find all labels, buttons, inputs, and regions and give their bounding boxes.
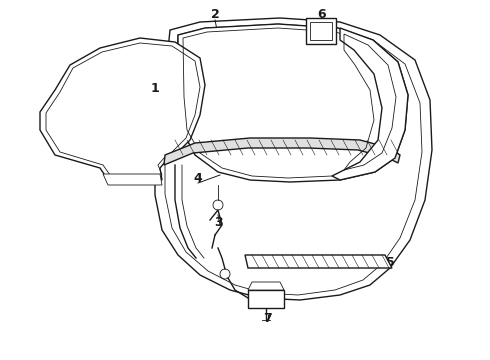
Text: 4: 4 — [194, 171, 202, 185]
Text: 7: 7 — [264, 311, 272, 324]
Polygon shape — [306, 18, 336, 44]
Polygon shape — [248, 290, 284, 308]
Polygon shape — [103, 174, 162, 185]
Polygon shape — [164, 138, 400, 165]
Polygon shape — [332, 28, 408, 180]
Polygon shape — [178, 24, 408, 182]
Polygon shape — [245, 255, 392, 268]
Text: 2: 2 — [211, 8, 220, 21]
Polygon shape — [155, 18, 432, 300]
Text: 6: 6 — [318, 8, 326, 21]
Text: 5: 5 — [386, 256, 394, 269]
Text: 1: 1 — [150, 81, 159, 95]
Text: 3: 3 — [214, 216, 222, 229]
Polygon shape — [248, 282, 284, 290]
Polygon shape — [40, 38, 205, 180]
